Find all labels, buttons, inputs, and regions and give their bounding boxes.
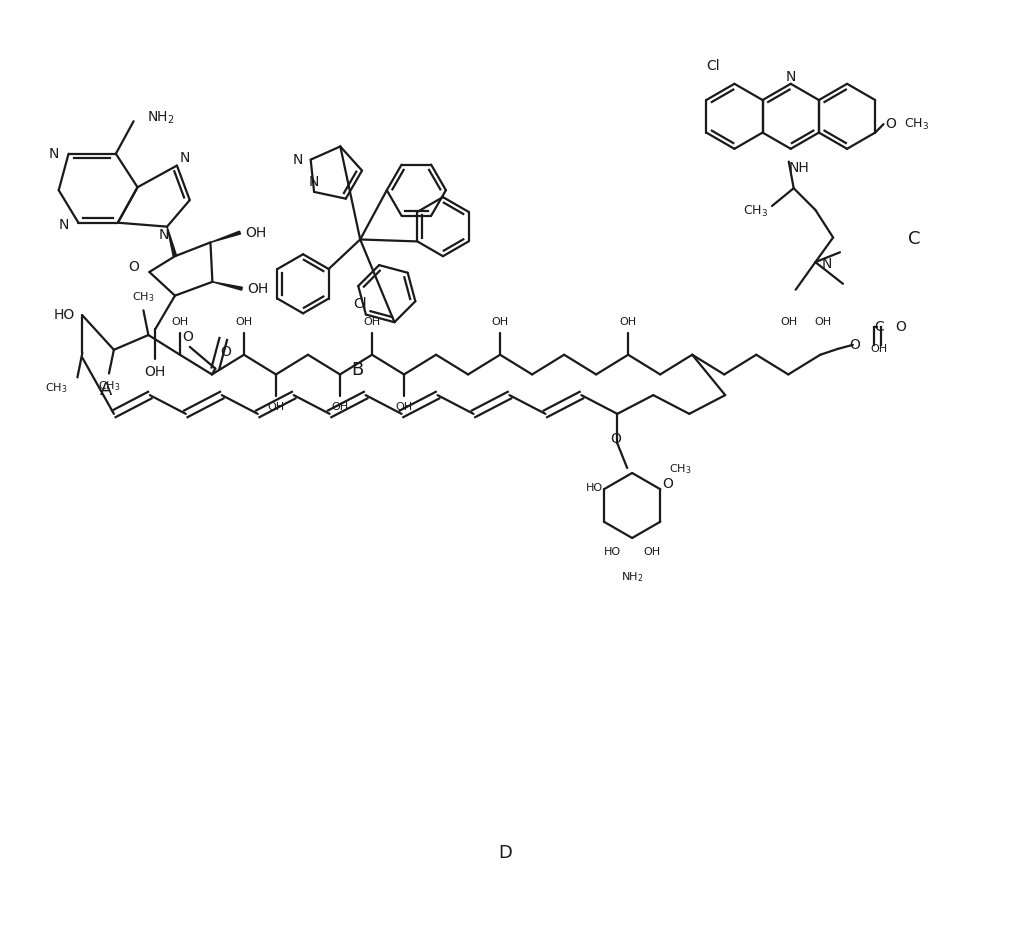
Polygon shape — [211, 231, 240, 243]
Text: OH: OH — [643, 547, 660, 557]
Text: O: O — [182, 330, 193, 344]
Text: B: B — [352, 361, 364, 379]
Polygon shape — [167, 227, 176, 257]
Text: N: N — [309, 175, 319, 189]
Text: OH: OH — [267, 402, 285, 412]
Text: OH: OH — [235, 317, 252, 327]
Text: NH: NH — [788, 161, 809, 174]
Text: O: O — [663, 477, 674, 491]
Text: N: N — [785, 70, 796, 84]
Text: OH: OH — [171, 317, 188, 327]
Text: OH: OH — [395, 402, 412, 412]
Text: N: N — [58, 217, 69, 231]
Text: C: C — [908, 231, 920, 248]
Text: Cl: Cl — [706, 59, 720, 73]
Text: OH: OH — [247, 281, 268, 295]
Text: HO: HO — [586, 483, 603, 493]
Text: O: O — [895, 320, 907, 334]
Text: O: O — [220, 344, 231, 359]
Text: NH$_2$: NH$_2$ — [147, 110, 175, 126]
Text: N: N — [180, 151, 190, 165]
Text: HO: HO — [54, 309, 75, 323]
Text: O: O — [129, 260, 140, 274]
Text: OH: OH — [814, 317, 832, 327]
Text: A: A — [100, 381, 112, 399]
Text: N: N — [293, 152, 303, 167]
Text: OH: OH — [871, 343, 888, 354]
Text: CH$_3$: CH$_3$ — [669, 463, 691, 476]
Text: CH$_3$: CH$_3$ — [132, 291, 155, 305]
Text: HO: HO — [604, 547, 621, 557]
Text: CH$_3$: CH$_3$ — [97, 379, 121, 393]
Text: OH: OH — [780, 317, 797, 327]
Text: Cl: Cl — [354, 296, 367, 311]
Text: NH$_2$: NH$_2$ — [621, 570, 643, 584]
Text: CH$_3$: CH$_3$ — [46, 381, 68, 395]
Text: OH: OH — [331, 402, 348, 412]
Text: N: N — [159, 228, 169, 242]
Text: CH$_3$: CH$_3$ — [905, 117, 929, 132]
Text: OH: OH — [491, 317, 509, 327]
Text: O: O — [610, 433, 621, 446]
Text: C: C — [874, 320, 884, 334]
Text: OH: OH — [620, 317, 637, 327]
Text: N: N — [822, 257, 832, 271]
Polygon shape — [213, 281, 242, 290]
Text: OH: OH — [364, 317, 381, 327]
Text: CH$_3$: CH$_3$ — [743, 204, 768, 219]
Text: N: N — [49, 147, 59, 161]
Text: O: O — [849, 338, 860, 352]
Text: D: D — [498, 844, 512, 862]
Text: O: O — [885, 118, 897, 131]
Text: OH: OH — [245, 226, 266, 240]
Text: OH: OH — [145, 365, 166, 379]
